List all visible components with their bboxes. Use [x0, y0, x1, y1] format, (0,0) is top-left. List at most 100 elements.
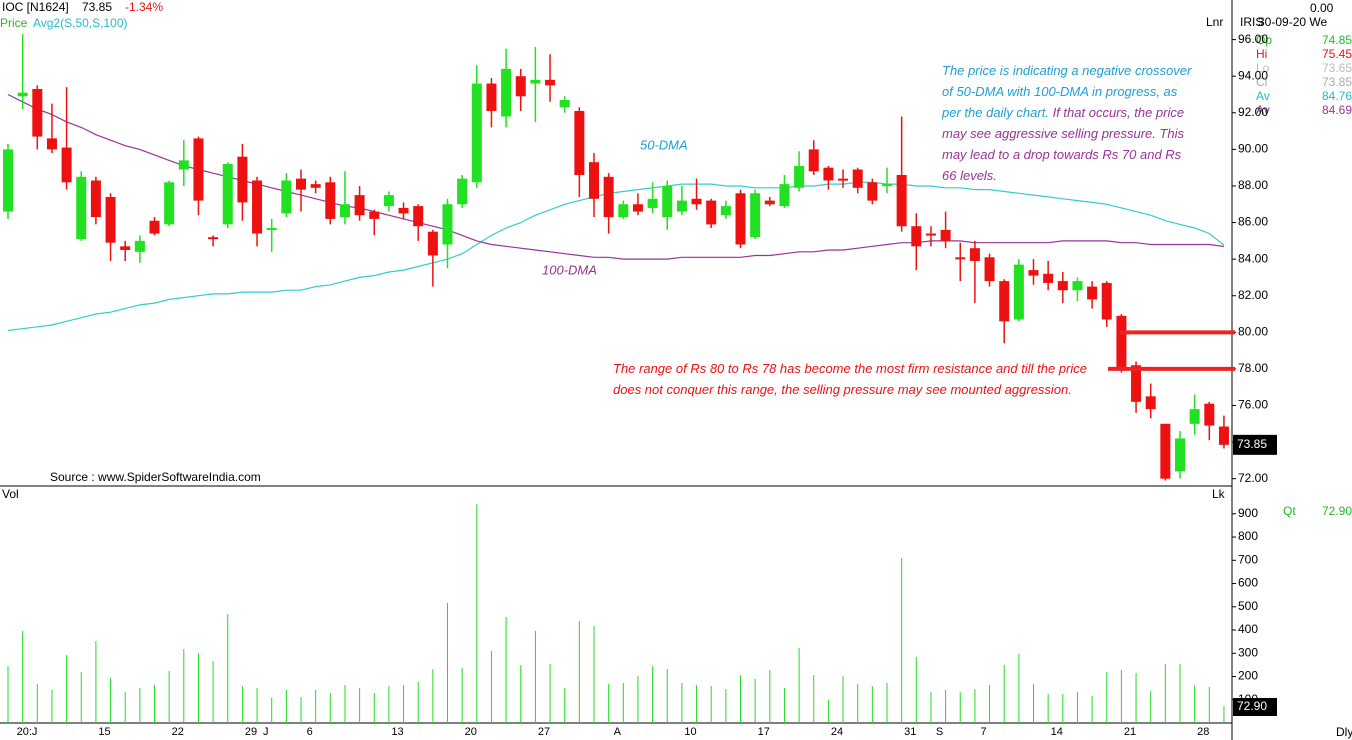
- candle-body: [369, 211, 380, 219]
- y2-tick-label: 800: [1238, 529, 1258, 543]
- candle-body: [545, 79, 556, 86]
- candle-body: [398, 207, 409, 214]
- candle-body: [339, 204, 350, 218]
- candle-body: [296, 178, 306, 190]
- op-value: 74.85: [1322, 33, 1352, 47]
- y2-tick-label: 600: [1238, 576, 1258, 590]
- y2-tick-label: 200: [1238, 669, 1258, 683]
- candle-body: [46, 138, 57, 150]
- candle-body: [32, 89, 43, 137]
- indicator: Avg2(S,50,S,100): [33, 16, 128, 30]
- candle-body: [1013, 264, 1024, 320]
- x-tick-label: J: [263, 726, 269, 738]
- candle-body: [1204, 403, 1215, 426]
- candle-body: [676, 200, 687, 212]
- period: Dly: [1336, 725, 1352, 739]
- y-tick-label: 88.00: [1238, 178, 1268, 192]
- price-label: Price: [0, 16, 28, 30]
- y-tick-label: 90.00: [1238, 142, 1268, 156]
- x-tick-label: 28: [1197, 726, 1209, 738]
- y2-tick-label: 700: [1238, 552, 1258, 566]
- candle-body: [999, 281, 1010, 322]
- candle-body: [252, 180, 263, 234]
- x-tick-label: 29: [245, 726, 257, 738]
- candle-body: [325, 182, 336, 219]
- candle-body: [222, 164, 233, 225]
- vendor: IRIS: [1240, 15, 1263, 29]
- y-tick-label: 80.00: [1238, 324, 1268, 338]
- x-tick-label: A: [614, 726, 622, 738]
- candle-body: [90, 180, 101, 218]
- candle-body: [164, 182, 175, 225]
- candle-body: [515, 76, 526, 97]
- av-value: 84.76: [1322, 89, 1352, 103]
- x-tick-label: 22: [172, 726, 184, 738]
- lo-label: Lo: [1256, 61, 1270, 75]
- candle-body: [1057, 281, 1068, 291]
- change: -1.34%: [125, 0, 163, 14]
- y-tick-label: 82.00: [1238, 288, 1268, 302]
- candle-body: [1116, 315, 1127, 369]
- moving-average: [7, 181, 1225, 332]
- candle-body: [61, 147, 72, 183]
- candle-body: [706, 200, 717, 225]
- candle-body: [1160, 423, 1171, 479]
- candle-body: [149, 220, 160, 234]
- candle-body: [281, 180, 292, 214]
- x-tick-label: 15: [98, 726, 110, 738]
- candle-body: [691, 198, 702, 205]
- candle-body: [1218, 426, 1229, 445]
- candle-body: [559, 99, 570, 108]
- candle-body: [178, 160, 189, 170]
- candle-body: [413, 206, 424, 227]
- candle-body: [882, 184, 892, 187]
- candle-body: [427, 231, 438, 256]
- candle-body: [662, 185, 673, 218]
- source: Source : www.SpiderSoftwareIndia.com: [50, 470, 261, 484]
- av-label: Av: [1256, 103, 1270, 117]
- candle-body: [764, 200, 775, 205]
- candle-body: [925, 233, 936, 236]
- candle-body: [896, 174, 907, 227]
- candle-body: [1189, 409, 1200, 424]
- candle-body: [603, 176, 614, 218]
- volume-scale: Lk: [1212, 487, 1226, 501]
- candle-body: [735, 193, 746, 245]
- candle-body: [354, 195, 365, 216]
- last-volume-label: 72.90: [1237, 699, 1267, 713]
- candle-body: [76, 176, 87, 240]
- candle-body: [310, 184, 321, 188]
- av-value: 84.69: [1322, 103, 1352, 117]
- candle-body: [471, 83, 482, 183]
- annotation-blue: The price is indicating a negative cross…: [942, 63, 1192, 120]
- qt-value: 72.90: [1322, 504, 1352, 518]
- annotation-purple: If that occurs, the price may see aggres…: [942, 105, 1185, 183]
- candle-body: [17, 92, 28, 97]
- candle-body: [457, 178, 468, 205]
- candle-body: [208, 237, 219, 240]
- series-label: 100-DMA: [542, 262, 597, 277]
- candle-body: [867, 182, 878, 201]
- x-tick-label: 21: [1124, 726, 1136, 738]
- candle-body: [1101, 282, 1112, 320]
- candle-body: [574, 110, 585, 175]
- av-label: Av: [1256, 89, 1270, 103]
- candle-body: [120, 246, 131, 250]
- candle-body: [1043, 273, 1054, 283]
- candle-body: [852, 169, 863, 188]
- candle-body: [618, 204, 629, 218]
- x-tick-label: 10: [684, 726, 696, 738]
- y-tick-label: 94.00: [1238, 68, 1268, 82]
- candle-body: [750, 193, 761, 238]
- x-tick-label: 13: [391, 726, 403, 738]
- op-label: Op: [1256, 33, 1272, 47]
- candle-body: [105, 196, 116, 243]
- last-volume-box: [1233, 698, 1277, 716]
- series-label: 50-DMA: [640, 137, 688, 152]
- y2-tick-label: 300: [1238, 645, 1258, 659]
- last-price: 73.85: [82, 0, 112, 14]
- candle-body: [808, 149, 819, 172]
- last-price-box: [1233, 434, 1277, 455]
- y-tick-label: 78.00: [1238, 361, 1268, 375]
